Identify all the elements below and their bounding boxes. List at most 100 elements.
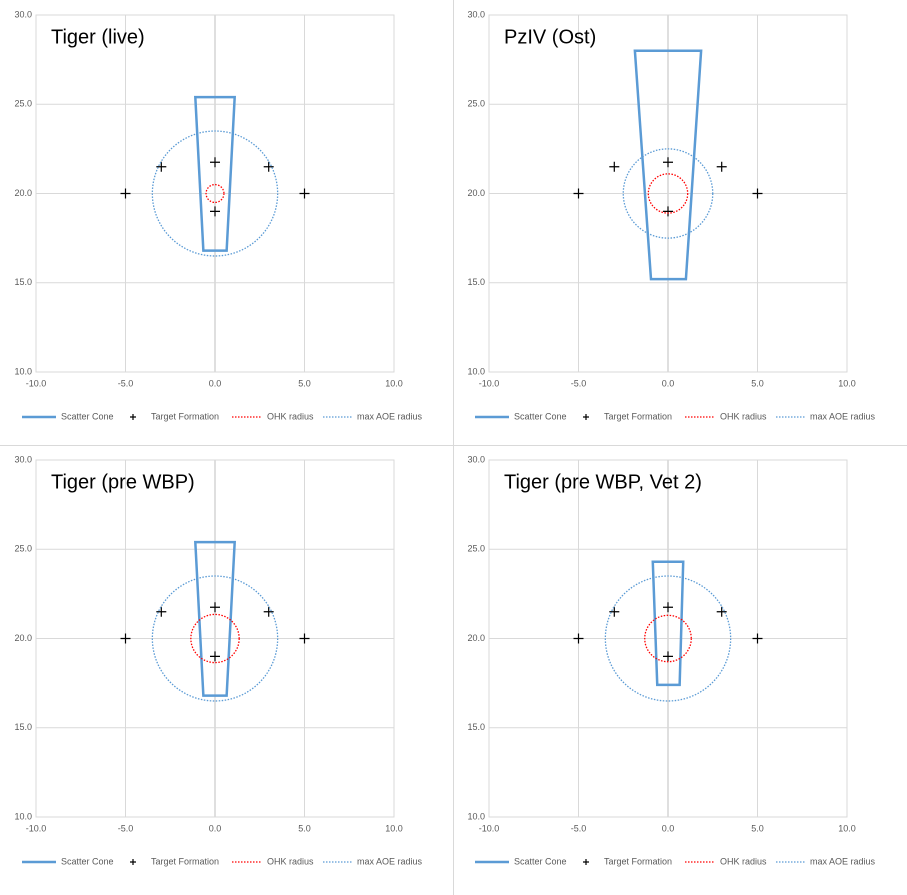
legend-label: Scatter Cone <box>61 856 114 866</box>
target-marker <box>663 602 673 613</box>
x-tick-label: -5.0 <box>571 823 587 833</box>
y-tick-label: 20.0 <box>467 633 485 643</box>
legend-symbol <box>583 859 589 865</box>
chart-title: Tiger (pre WBP, Vet 2) <box>504 471 702 493</box>
legend-label: max AOE radius <box>357 856 423 866</box>
x-tick-label: 0.0 <box>209 378 222 388</box>
target-marker <box>120 188 131 199</box>
y-tick-label: 20.0 <box>467 188 485 198</box>
x-tick-label: -10.0 <box>479 378 500 388</box>
target-marker <box>609 606 620 617</box>
radius-circle <box>151 130 279 257</box>
x-tick-label: 5.0 <box>298 823 311 833</box>
radius-circle <box>190 613 240 664</box>
legend-label: Scatter Cone <box>61 411 114 421</box>
x-tick-label: 0.0 <box>209 823 222 833</box>
y-tick-label: 25.0 <box>467 544 485 554</box>
legend-label: OHK radius <box>720 856 767 866</box>
legend-label: Target Formation <box>151 856 219 866</box>
legend-label: Target Formation <box>604 411 672 421</box>
plot-border <box>35 14 395 373</box>
x-tick-label: -5.0 <box>118 378 134 388</box>
y-tick-label: 15.0 <box>467 277 485 287</box>
scatter-cone <box>193 540 237 697</box>
legend-label: OHK radius <box>267 411 314 421</box>
x-tick-label: 5.0 <box>751 823 764 833</box>
y-tick-label: 25.0 <box>467 99 485 109</box>
radius-circle <box>647 173 689 214</box>
y-tick-label: 25.0 <box>14 544 32 554</box>
x-tick-label: -10.0 <box>26 378 47 388</box>
target-marker <box>752 188 763 199</box>
target-marker <box>752 633 763 644</box>
y-tick-label: 10.0 <box>14 811 32 821</box>
target-marker <box>716 161 727 172</box>
chart-title: PzIV (Ost) <box>504 26 596 48</box>
legend-label: OHK radius <box>267 856 314 866</box>
x-tick-label: 10.0 <box>838 823 856 833</box>
target-marker <box>210 206 220 217</box>
legend-label: OHK radius <box>720 411 767 421</box>
target-marker <box>156 606 167 617</box>
radius-circle <box>604 575 732 702</box>
target-marker <box>573 188 584 199</box>
radius-circle <box>205 183 225 204</box>
target-marker <box>210 157 220 168</box>
y-tick-label: 30.0 <box>467 454 485 464</box>
radius-circle <box>644 614 692 663</box>
y-tick-label: 30.0 <box>467 9 485 19</box>
target-marker <box>663 157 673 168</box>
target-marker <box>263 161 274 172</box>
x-tick-label: 10.0 <box>838 378 856 388</box>
y-tick-label: 20.0 <box>14 633 32 643</box>
legend-label: max AOE radius <box>357 411 423 421</box>
target-marker <box>573 633 584 644</box>
plot-border <box>488 459 848 818</box>
target-marker <box>609 161 620 172</box>
target-marker <box>210 651 220 662</box>
legend-label: Scatter Cone <box>514 411 567 421</box>
y-tick-label: 20.0 <box>14 188 32 198</box>
chart-panel: -10.0 -5.0 0.0 5.0 10.0 10.0 15.0 20.0 25.0 30.0 T… <box>14 9 422 421</box>
legend-symbol <box>130 859 136 865</box>
target-marker <box>663 651 673 662</box>
target-marker <box>156 161 167 172</box>
y-tick-label: 25.0 <box>14 99 32 109</box>
chart-panel: -10.0 -5.0 0.0 5.0 10.0 10.0 15.0 20.0 25.0 30.0 T… <box>14 454 422 866</box>
legend-symbol <box>583 414 589 420</box>
target-marker <box>299 188 310 199</box>
scatter-cone <box>193 95 237 252</box>
plot-border <box>35 459 395 818</box>
y-tick-label: 10.0 <box>467 811 485 821</box>
target-marker <box>299 633 310 644</box>
legend-label: Target Formation <box>151 411 219 421</box>
target-marker <box>120 633 131 644</box>
x-tick-label: -10.0 <box>26 823 47 833</box>
x-tick-label: -5.0 <box>118 823 134 833</box>
target-marker <box>663 206 673 217</box>
chart-panel: -10.0 -5.0 0.0 5.0 10.0 10.0 15.0 20.0 25.0 30.0 T… <box>467 454 875 866</box>
y-tick-label: 10.0 <box>14 366 32 376</box>
y-tick-label: 15.0 <box>467 722 485 732</box>
chart-panel: -10.0 -5.0 0.0 5.0 10.0 10.0 15.0 20.0 25.0 30.0 P… <box>467 9 875 421</box>
target-marker <box>716 606 727 617</box>
x-tick-label: -5.0 <box>571 378 587 388</box>
x-tick-label: 0.0 <box>662 378 675 388</box>
legend-label: Target Formation <box>604 856 672 866</box>
x-tick-label: -10.0 <box>479 823 500 833</box>
plot-border <box>488 14 848 373</box>
y-tick-label: 15.0 <box>14 722 32 732</box>
target-marker <box>210 602 220 613</box>
y-tick-label: 30.0 <box>14 454 32 464</box>
scatter-cone <box>633 49 703 281</box>
legend-label: Scatter Cone <box>514 856 567 866</box>
radius-circle <box>151 575 279 702</box>
target-marker <box>263 606 274 617</box>
y-tick-label: 10.0 <box>467 366 485 376</box>
x-tick-label: 10.0 <box>385 823 403 833</box>
x-tick-label: 0.0 <box>662 823 675 833</box>
legend-label: max AOE radius <box>810 856 876 866</box>
x-tick-label: 10.0 <box>385 378 403 388</box>
chart-title: Tiger (live) <box>51 26 145 48</box>
